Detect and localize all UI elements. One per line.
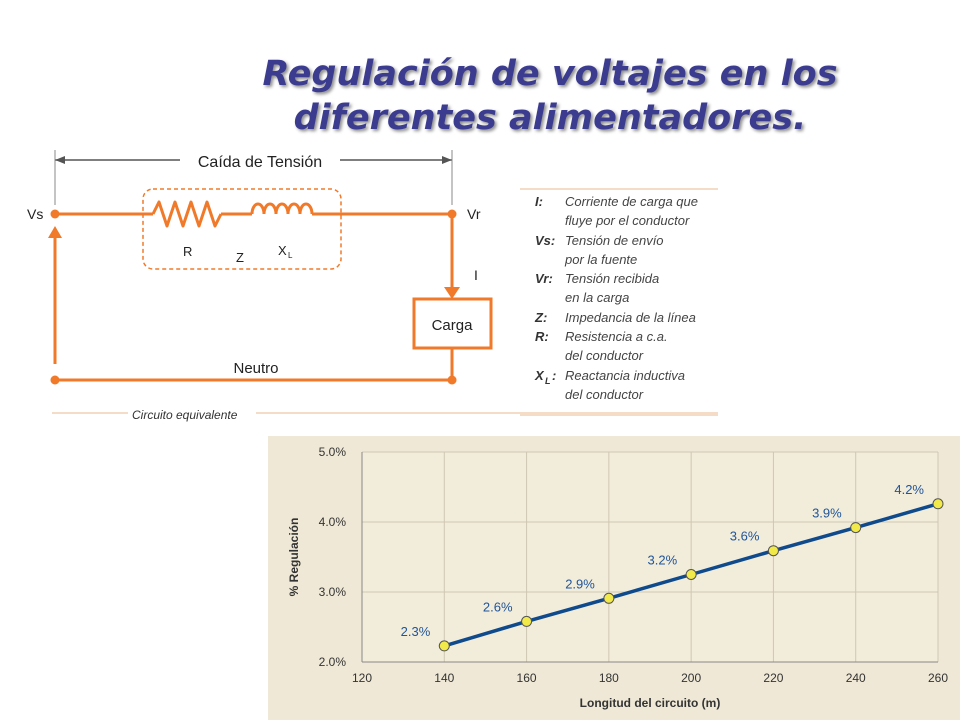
data-point [932,498,944,510]
resistor-symbol [151,200,223,228]
legend-symbol: Vr: [535,271,553,286]
legend: I: Corriente de carga que fluye por el con… [520,194,718,416]
x-tick-label: 220 [763,671,783,685]
data-label: 3.6% [730,529,760,544]
xl-subscript: L [288,251,293,260]
caption-bg [128,404,256,422]
current-label: I [474,267,478,283]
vs-label: Vs [27,206,43,222]
title-line-2: diferentes alimentadores. [293,98,807,138]
y-axis-label: % Regulación [287,518,301,597]
drop-label: Caída de Tensión [198,154,322,171]
data-label: 2.9% [565,576,595,591]
vr-label: Vr [467,206,481,222]
data-point [685,569,697,580]
plot-area [362,452,938,662]
legend-symbol: R: [535,329,549,344]
x-tick-label: 240 [846,671,866,685]
drop-arrow-right [442,156,452,164]
title-line-1: Regulación de voltajes en los [262,54,838,94]
legend-description: fluye por el conductor [565,213,690,228]
impedance-box [142,188,342,270]
r-label: R [183,244,192,259]
legend-symbol: Vs: [535,233,555,248]
z-label: Z [236,250,244,265]
legend-description: Reactancia inductiva [565,368,685,383]
legend-symbol: Z: [534,310,547,325]
data-point [603,592,615,604]
y-tick-label: 4.0% [319,515,347,529]
x-tick-label: 160 [517,671,537,685]
legend-symbol-colon: : [552,368,556,383]
data-point [850,522,862,534]
legend-symbol-subscript: L [545,376,551,386]
node-vs [50,209,60,219]
x-tick-label: 120 [352,671,372,685]
data-label: 3.9% [812,506,842,521]
legend-description: en la carga [565,290,629,305]
data-label: 2.3% [401,624,431,639]
legend-description: Tensión de envío [565,233,664,248]
node-neutral-right [447,375,457,385]
drop-arrow-left [55,156,65,164]
load-box [412,297,493,350]
x-tick-label: 180 [599,671,619,685]
legend-description: por la fuente [564,252,637,267]
data-label: 2.6% [483,599,513,614]
inductor-symbol [250,202,314,215]
drop-label-bg [180,148,340,172]
legend-description: Corriente de carga que [565,194,698,209]
page-title: Regulación de voltajes en los diferentes… [150,52,950,140]
data-label: 4.2% [894,482,924,497]
legend-description: Impedancia de la línea [565,310,696,325]
y-tick-label: 5.0% [319,445,347,459]
node-vr [447,209,457,219]
xl-label: X [278,243,287,258]
node-neutral-left [50,375,60,385]
data-point [438,640,450,652]
legend-description: Resistencia a c.a. [565,329,668,344]
x-tick-label: 200 [681,671,701,685]
y-tick-label: 2.0% [319,655,347,669]
legend-description: del conductor [565,348,644,363]
load-label: Carga [432,317,474,334]
x-tick-label: 260 [928,671,948,685]
legend-description: del conductor [565,387,644,402]
neutral-label: Neutro [233,360,278,377]
current-arrow [444,287,460,299]
data-point [767,545,779,557]
circuit-caption: Circuito equivalente [132,408,238,422]
x-tick-label: 140 [434,671,454,685]
data-point [521,615,533,627]
data-label: 3.2% [648,553,678,568]
x-axis-label: Longitud del circuito (m) [580,696,721,710]
legend-symbol: I: [535,194,543,209]
return-arrow [48,226,62,238]
legend-description: Tensión recibida [565,271,659,286]
y-tick-label: 3.0% [319,585,347,599]
legend-symbol: X [534,368,545,383]
